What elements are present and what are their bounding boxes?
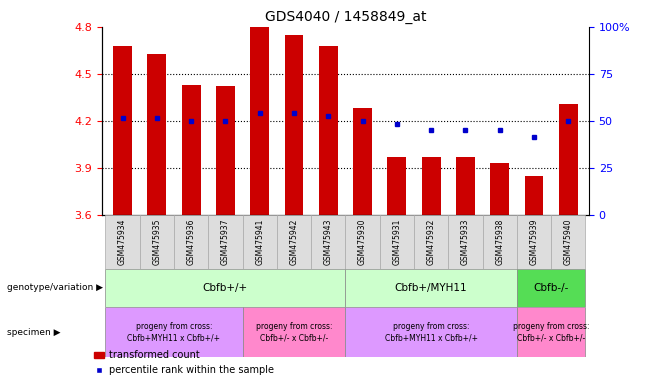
FancyBboxPatch shape [551,215,586,269]
FancyBboxPatch shape [517,307,586,357]
Bar [250,27,269,215]
Text: genotype/variation ▶: genotype/variation ▶ [7,283,103,293]
Text: GSM475943: GSM475943 [324,219,333,265]
Bar [182,85,201,215]
Text: GSM475932: GSM475932 [426,219,436,265]
Text: GSM475935: GSM475935 [153,219,161,265]
FancyBboxPatch shape [243,215,277,269]
FancyBboxPatch shape [482,215,517,269]
Bar [353,108,372,215]
Title: GDS4040 / 1458849_at: GDS4040 / 1458849_at [265,10,426,25]
Text: GSM475931: GSM475931 [392,219,401,265]
Text: Cbfb-/-: Cbfb-/- [534,283,569,293]
FancyBboxPatch shape [139,215,174,269]
FancyBboxPatch shape [174,215,209,269]
Text: progeny from cross:
Cbfb+MYH11 x Cbfb+/+: progeny from cross: Cbfb+MYH11 x Cbfb+/+ [385,322,478,343]
FancyBboxPatch shape [311,215,345,269]
FancyBboxPatch shape [105,269,345,307]
FancyBboxPatch shape [277,215,311,269]
Bar [524,176,544,215]
Text: GSM475939: GSM475939 [530,219,538,265]
Text: GSM475937: GSM475937 [221,219,230,265]
Text: GSM475942: GSM475942 [290,219,299,265]
Text: progeny from cross:
Cbfb+/- x Cbfb+/-: progeny from cross: Cbfb+/- x Cbfb+/- [256,322,332,343]
FancyBboxPatch shape [209,215,243,269]
Text: GSM475941: GSM475941 [255,219,265,265]
FancyBboxPatch shape [105,307,243,357]
FancyBboxPatch shape [345,269,517,307]
Bar [319,46,338,215]
Bar [113,46,132,215]
Bar [216,86,235,215]
Text: GSM475930: GSM475930 [358,219,367,265]
Text: GSM475934: GSM475934 [118,219,127,265]
FancyBboxPatch shape [448,215,482,269]
Bar [422,157,441,215]
Text: GSM475940: GSM475940 [564,219,573,265]
FancyBboxPatch shape [345,307,517,357]
FancyBboxPatch shape [243,307,345,357]
Bar [147,53,166,215]
FancyBboxPatch shape [517,269,586,307]
Text: GSM475938: GSM475938 [495,219,504,265]
Bar [559,104,578,215]
Bar [490,163,509,215]
FancyBboxPatch shape [380,215,414,269]
FancyBboxPatch shape [105,215,139,269]
FancyBboxPatch shape [414,215,448,269]
FancyBboxPatch shape [517,215,551,269]
Legend: transformed count, percentile rank within the sample: transformed count, percentile rank withi… [90,346,278,379]
Text: progeny from cross:
Cbfb+/- x Cbfb+/-: progeny from cross: Cbfb+/- x Cbfb+/- [513,322,590,343]
Text: Cbfb+/MYH11: Cbfb+/MYH11 [395,283,467,293]
Bar [388,157,406,215]
Text: progeny from cross:
Cbfb+MYH11 x Cbfb+/+: progeny from cross: Cbfb+MYH11 x Cbfb+/+ [128,322,220,343]
Text: specimen ▶: specimen ▶ [7,328,60,337]
Text: GSM475933: GSM475933 [461,219,470,265]
Text: Cbfb+/+: Cbfb+/+ [203,283,248,293]
Bar [284,35,303,215]
Bar [456,157,475,215]
FancyBboxPatch shape [345,215,380,269]
Text: GSM475936: GSM475936 [187,219,195,265]
